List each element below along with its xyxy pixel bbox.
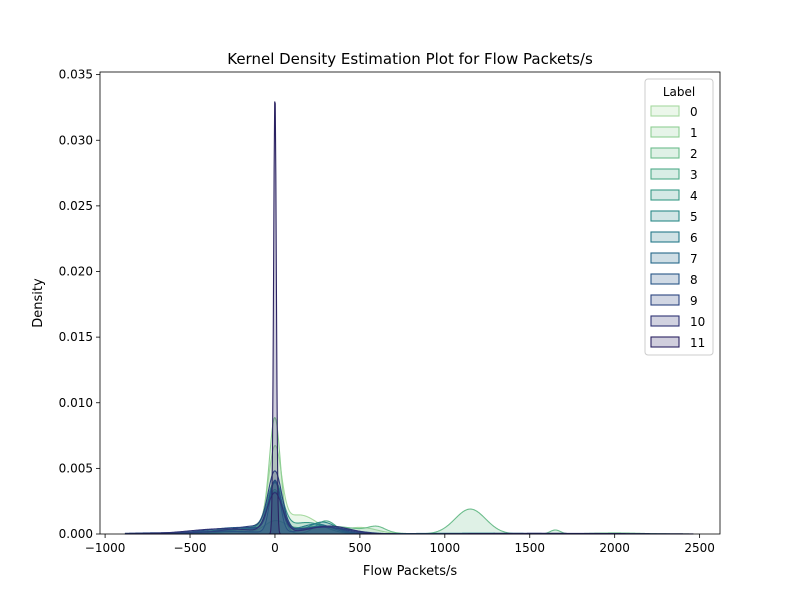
legend-swatch-4 — [650, 189, 680, 201]
legend-label: 8 — [690, 273, 698, 287]
y-tick-label: 0.010 — [59, 396, 93, 410]
legend-label: 5 — [690, 210, 698, 224]
legend-label: 1 — [690, 126, 698, 140]
chart-title: Kernel Density Estimation Plot for Flow … — [227, 50, 593, 68]
y-tick-label: 0.035 — [59, 68, 93, 82]
y-tick-label: 0.005 — [59, 461, 93, 475]
y-tick-label: 0.025 — [59, 199, 93, 213]
x-tick-label: −500 — [174, 541, 207, 555]
legend-title: Label — [663, 85, 695, 99]
legend-label: 7 — [690, 252, 698, 266]
y-axis-ticks: 0.000 0.005 0.010 0.015 0.020 0.025 0.030 0.035 — [59, 68, 100, 541]
x-tick-label: 1500 — [514, 541, 545, 555]
legend-label: 6 — [690, 231, 698, 245]
y-tick-label: 0.015 — [59, 330, 93, 344]
x-tick-label: 500 — [348, 541, 371, 555]
legend-swatch-8 — [650, 273, 680, 285]
legend-swatch-6 — [650, 231, 680, 243]
legend-label: 11 — [690, 336, 705, 350]
legend-label: 10 — [690, 315, 705, 329]
legend-swatch-3 — [650, 168, 680, 180]
legend-swatch-0 — [650, 105, 680, 117]
legend-label: 3 — [690, 168, 698, 182]
x-tick-label: 2000 — [599, 541, 630, 555]
x-axis-ticks: −1000 −500 0 500 1000 1500 2000 2500 — [85, 534, 715, 555]
legend-label: 9 — [690, 294, 698, 308]
x-tick-label: −1000 — [85, 541, 126, 555]
plot-frame — [99, 71, 721, 535]
legend-swatch-2 — [650, 147, 680, 159]
legend-label: 4 — [690, 189, 698, 203]
x-axis-label: Flow Packets/s — [363, 564, 457, 579]
x-tick-label: 2500 — [684, 541, 715, 555]
legend-swatch-7 — [650, 252, 680, 264]
y-axis-label: Density — [31, 278, 46, 328]
legend-swatch-9 — [650, 294, 680, 306]
y-tick-label: 0.020 — [59, 265, 93, 279]
legend-label: 0 — [690, 105, 698, 119]
legend-swatch-5 — [650, 210, 680, 222]
legend: Label 0 1 2 3 4 5 6 7 8 9 10 11 — [644, 78, 714, 356]
y-tick-label: 0.000 — [59, 527, 93, 541]
legend-swatch-1 — [650, 126, 680, 138]
y-tick-label: 0.030 — [59, 133, 93, 147]
legend-label: 2 — [690, 147, 698, 161]
legend-swatch-11 — [650, 336, 680, 348]
legend-swatch-10 — [650, 315, 680, 327]
x-tick-label: 0 — [271, 541, 279, 555]
x-tick-label: 1000 — [430, 541, 461, 555]
